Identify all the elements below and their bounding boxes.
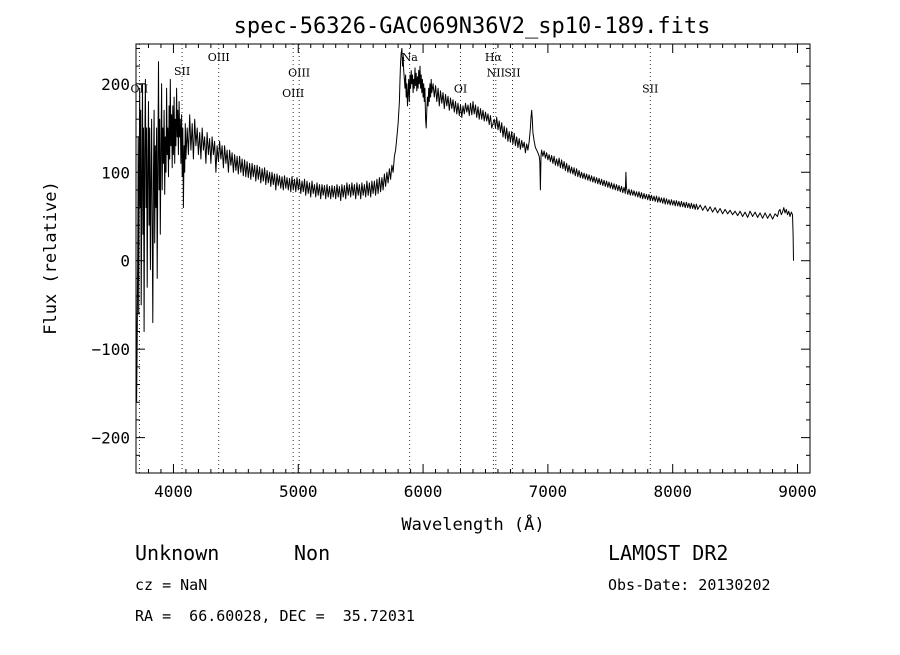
line-marker-label: SII: [642, 83, 658, 96]
survey-name: LAMOST DR2: [608, 541, 728, 565]
line-marker-label: OIII: [282, 87, 304, 100]
observation-date: Obs-Date: 20130202: [608, 576, 771, 594]
redshift-value: cz = NaN: [135, 576, 207, 594]
y-axis-label: Flux (relative): [41, 181, 61, 335]
line-marker-label: SII: [504, 67, 520, 80]
line-marker-label: NII: [487, 67, 505, 80]
object-class: Unknown: [135, 541, 219, 565]
spectrum-series: [135, 47, 794, 403]
y-tick-label: 200: [101, 75, 130, 94]
line-marker-label: OI: [454, 83, 467, 96]
spectrum-line: [135, 47, 794, 403]
x-tick-label: 8000: [653, 482, 692, 501]
line-marker-label: Na: [402, 51, 419, 64]
line-marker-label: SII: [174, 65, 190, 78]
x-axis-label: Wavelength (Å): [401, 513, 544, 535]
plot-frame: [135, 43, 811, 474]
y-tick-label: −200: [91, 429, 130, 448]
x-tick-label: 9000: [778, 482, 817, 501]
y-tick-label: 0: [120, 252, 130, 271]
coordinates: RA = 66.60028, DEC = 35.72031: [135, 607, 415, 625]
axis-ticks: 4000 5000 6000 7000 8000 9000 −200 −100 0 100 200: [91, 44, 817, 501]
object-subclass: Non: [294, 541, 330, 565]
x-tick-label: 5000: [279, 482, 318, 501]
x-tick-label: 7000: [529, 482, 568, 501]
x-tick-label: 4000: [154, 482, 193, 501]
y-tick-label: 100: [101, 163, 130, 182]
x-tick-label: 6000: [404, 482, 443, 501]
chart-title: spec-56326-GAC069N36V2_sp10-189.fits: [234, 14, 711, 39]
y-tick-label: −100: [91, 340, 130, 359]
line-marker-label: Hα: [485, 51, 503, 64]
line-marker-label: OIII: [288, 67, 310, 80]
line-marker-label: OIII: [208, 51, 230, 64]
